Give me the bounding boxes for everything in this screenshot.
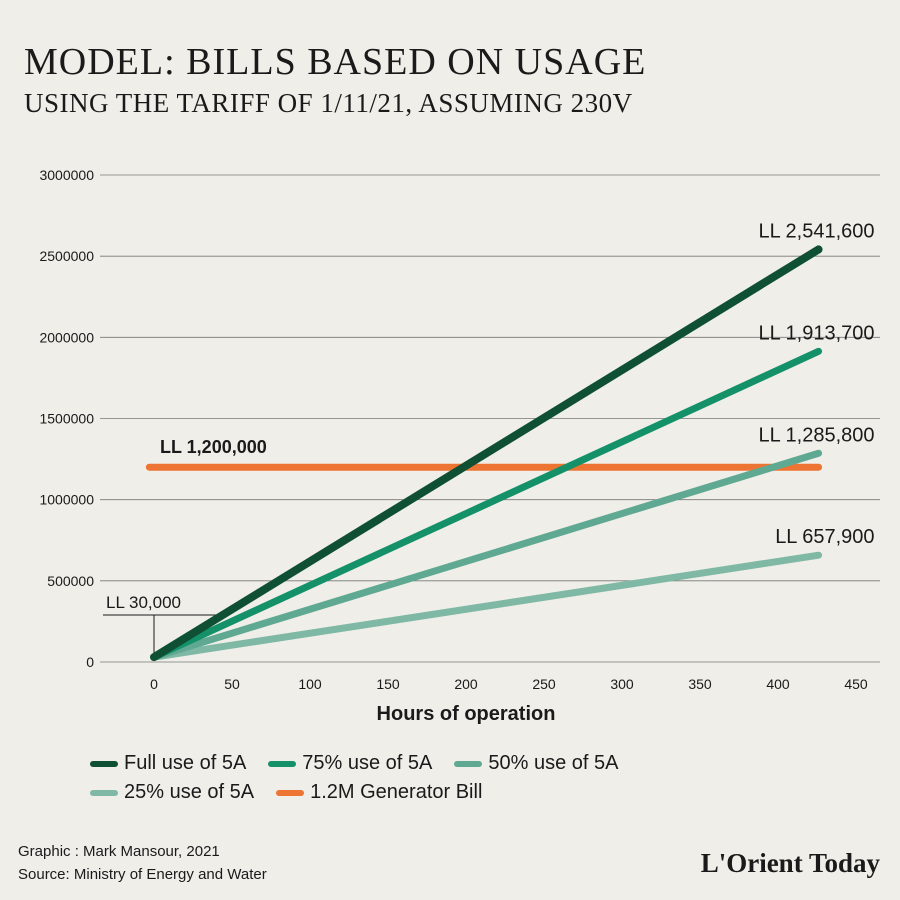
x-tick-label: 450 [844,676,868,692]
brand-logo: L'Orient Today [700,848,880,878]
legend-item-25: 25% use of 5A [90,781,254,804]
legend-item-50: 50% use of 5A [454,752,618,775]
legend-label: 1.2M Generator Bill [310,781,483,803]
generator-line-label: LL 1,200,000 [160,437,267,457]
legend-label: 75% use of 5A [302,752,433,774]
x-tick-label: 100 [298,676,322,692]
x-tick-label: 200 [454,676,478,692]
x-tick-label: 50 [224,676,240,692]
legend-swatch [90,789,118,796]
x-tick-label: 300 [610,676,634,692]
annotation-bracket [103,614,218,654]
chart-subtitle: USING THE TARIFF OF 1/11/21, ASSUMING 23… [24,88,633,118]
series-line [150,347,823,661]
credit-graphic: Graphic : Mark Mansour, 2021 [18,843,220,860]
y-tick-label: 2000000 [39,329,94,345]
legend-item-full: Full use of 5A [90,752,246,775]
series-line [150,551,823,661]
y-tick-label: 1000000 [39,492,94,508]
credit-source: Source: Ministry of Energy and Water [18,866,267,883]
y-tick-label: 500000 [47,573,94,589]
y-tick-label: 3000000 [39,167,94,183]
chart-title: MODEL: BILLS BASED ON USAGE [24,41,647,83]
legend-label: Full use of 5A [124,752,247,774]
y-tick-label: 2500000 [39,248,94,264]
x-tick-label: 350 [688,676,712,692]
series-end-label: LL 1,285,800 [759,424,875,446]
series-line [150,449,823,661]
legend: Full use of 5A 75% use of 5A 50% use of … [90,752,710,804]
y-tick-label: 1500000 [39,411,94,427]
legend-swatch [90,760,118,767]
legend-item-75: 75% use of 5A [268,752,432,775]
legend-swatch [276,789,305,796]
legend-item-generator: 1.2M Generator Bill [276,781,482,804]
annotation-label: LL 30,000 [106,593,181,612]
x-tick-label: 400 [766,676,790,692]
legend-label: 25% use of 5A [124,781,255,803]
legend-label: 50% use of 5A [488,752,619,774]
x-tick-label: 250 [532,676,556,692]
series-end-label: LL 657,900 [775,526,874,548]
series-end-label: LL 1,913,700 [759,322,875,344]
x-tick-label: 0 [150,676,158,692]
credits: Graphic : Mark Mansour, 2021 Source: Min… [18,840,267,886]
line-chart: 0 500000 1000000 1500000 2000000 2500000 30000… [39,167,880,725]
x-axis-title: Hours of operation [377,703,556,725]
series-line [150,245,823,662]
series-end-label: LL 2,541,600 [759,220,875,242]
y-tick-label: 0 [86,654,94,670]
legend-swatch [268,760,297,767]
x-tick-label: 150 [376,676,400,692]
legend-swatch [454,760,483,767]
